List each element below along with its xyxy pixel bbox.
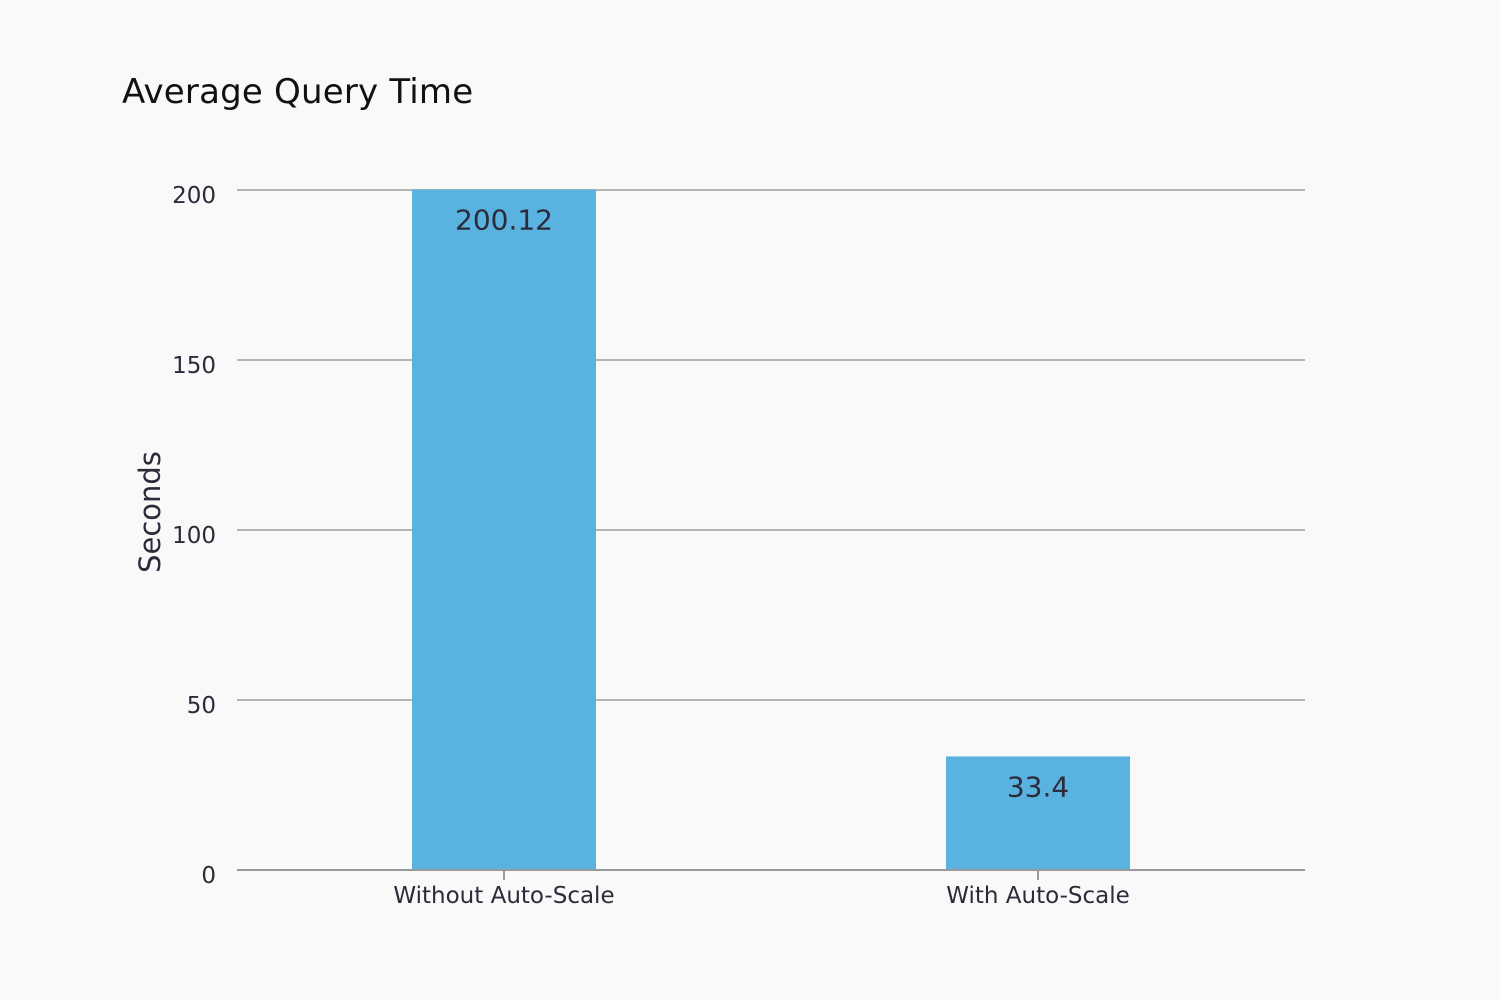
data-label-0: 200.12 <box>455 204 553 237</box>
bar-with-auto-scale <box>946 756 1130 870</box>
y-tick-label-100: 100 <box>172 523 216 549</box>
gridlines <box>237 189 1305 701</box>
x-axis <box>237 869 1305 880</box>
x-tick-labels: Without Auto-Scale With Auto-Scale <box>393 883 1129 909</box>
bar-without-auto-scale <box>412 189 596 871</box>
data-labels: 200.12 33.4 <box>455 204 1069 804</box>
y-tick-label-50: 50 <box>187 693 216 719</box>
x-tick-label-1: With Auto-Scale <box>946 883 1130 909</box>
bars <box>412 189 1130 871</box>
y-tick-label-150: 150 <box>172 353 216 379</box>
x-tick-label-0: Without Auto-Scale <box>393 883 614 909</box>
y-tick-label-200: 200 <box>172 183 216 209</box>
y-tick-label-0: 0 <box>201 863 216 889</box>
chart-title: Average Query Time <box>122 72 474 112</box>
y-tick-labels: 0 50 100 150 200 <box>172 183 216 889</box>
y-axis-title: Seconds <box>133 451 167 573</box>
data-label-1: 33.4 <box>1007 770 1069 803</box>
